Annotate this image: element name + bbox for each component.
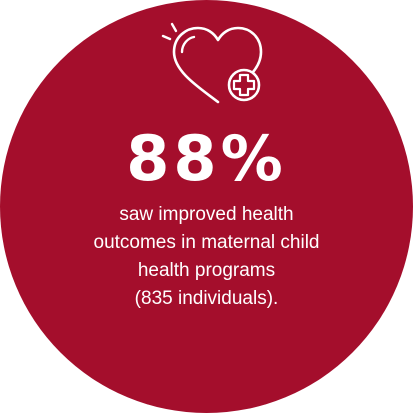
description-line: health programs <box>137 260 276 281</box>
description-line: outcomes in maternal child <box>93 232 320 253</box>
heart-plus-icon <box>161 22 263 104</box>
description-line: saw improved health <box>119 204 294 225</box>
stat-value: 88% <box>126 122 287 195</box>
description-line: (835 individuals). <box>134 288 279 309</box>
stat-description: saw improved health outcomes in maternal… <box>40 201 373 313</box>
